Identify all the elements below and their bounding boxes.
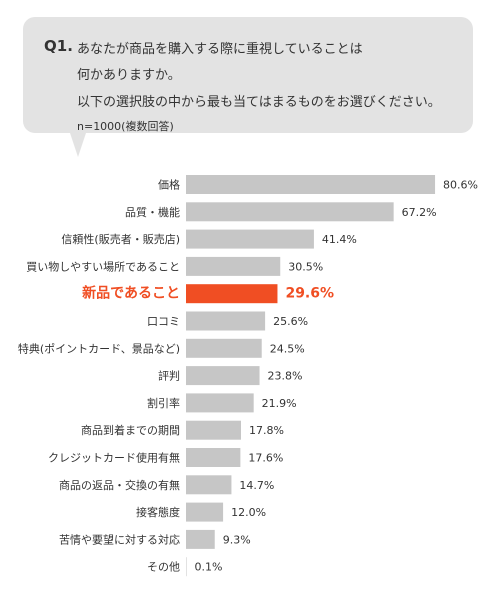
category-label: 新品であること <box>82 285 180 302</box>
highlight-bar <box>186 284 278 304</box>
category-label: 口コミ <box>147 315 180 328</box>
category-label: 信頼性(販売者・販売店) <box>61 232 180 246</box>
category-label: 接客態度 <box>136 505 180 519</box>
value-label: 14.7% <box>239 479 274 492</box>
bar <box>186 311 266 331</box>
category-label: 商品到着までの期間 <box>81 423 180 437</box>
bar <box>186 420 242 440</box>
bar <box>186 366 260 386</box>
category-label: 評判 <box>158 369 180 383</box>
value-label: 30.5% <box>288 260 323 273</box>
category-label: 割引率 <box>147 396 180 410</box>
value-label: 0.1% <box>195 561 223 574</box>
category-label: 特典(ポイントカード、景品など) <box>18 341 180 355</box>
question-bubble <box>23 17 473 133</box>
bar <box>186 502 224 522</box>
bar <box>186 175 436 194</box>
category-label: その他 <box>147 561 180 574</box>
value-label: 29.6% <box>285 286 334 302</box>
bar <box>186 475 232 495</box>
category-label: 買い物しやすい場所であること <box>26 259 180 273</box>
question-line-2: 何かありますか。 <box>77 68 181 83</box>
bar <box>186 393 254 413</box>
question-line-3: 以下の選択肢の中から最も当てはまるものをお選びください。 <box>77 95 441 110</box>
category-label: 品質・機能 <box>125 205 180 219</box>
value-label: 67.2% <box>402 206 437 219</box>
question-bubble-tail <box>70 133 86 157</box>
bar <box>186 229 314 249</box>
value-label: 9.3% <box>223 533 251 546</box>
sample-size-note: n=1000(複数回答) <box>77 120 174 133</box>
value-label: 17.6% <box>248 452 283 465</box>
category-label: クレジットカード使用有無 <box>48 451 180 465</box>
bar <box>186 202 394 222</box>
bar <box>186 557 187 577</box>
bar <box>186 529 215 549</box>
bar <box>186 338 262 358</box>
value-label: 12.0% <box>231 506 266 519</box>
value-label: 17.8% <box>249 424 284 437</box>
value-label: 80.6% <box>443 179 478 192</box>
value-label: 41.4% <box>322 233 357 246</box>
question-number: Q1. <box>44 37 73 55</box>
category-label: 価格 <box>158 178 180 192</box>
category-label: 商品の返品・交換の有無 <box>59 478 180 492</box>
question-line-1: あなたが商品を購入する際に重視していることは <box>77 42 363 57</box>
value-label: 25.6% <box>273 315 308 328</box>
value-label: 24.5% <box>270 342 305 355</box>
bar <box>186 256 281 276</box>
value-label: 21.9% <box>262 397 297 410</box>
bar <box>186 448 241 467</box>
value-label: 23.8% <box>268 370 303 383</box>
category-label: 苦情や要望に対する対応 <box>59 532 180 546</box>
